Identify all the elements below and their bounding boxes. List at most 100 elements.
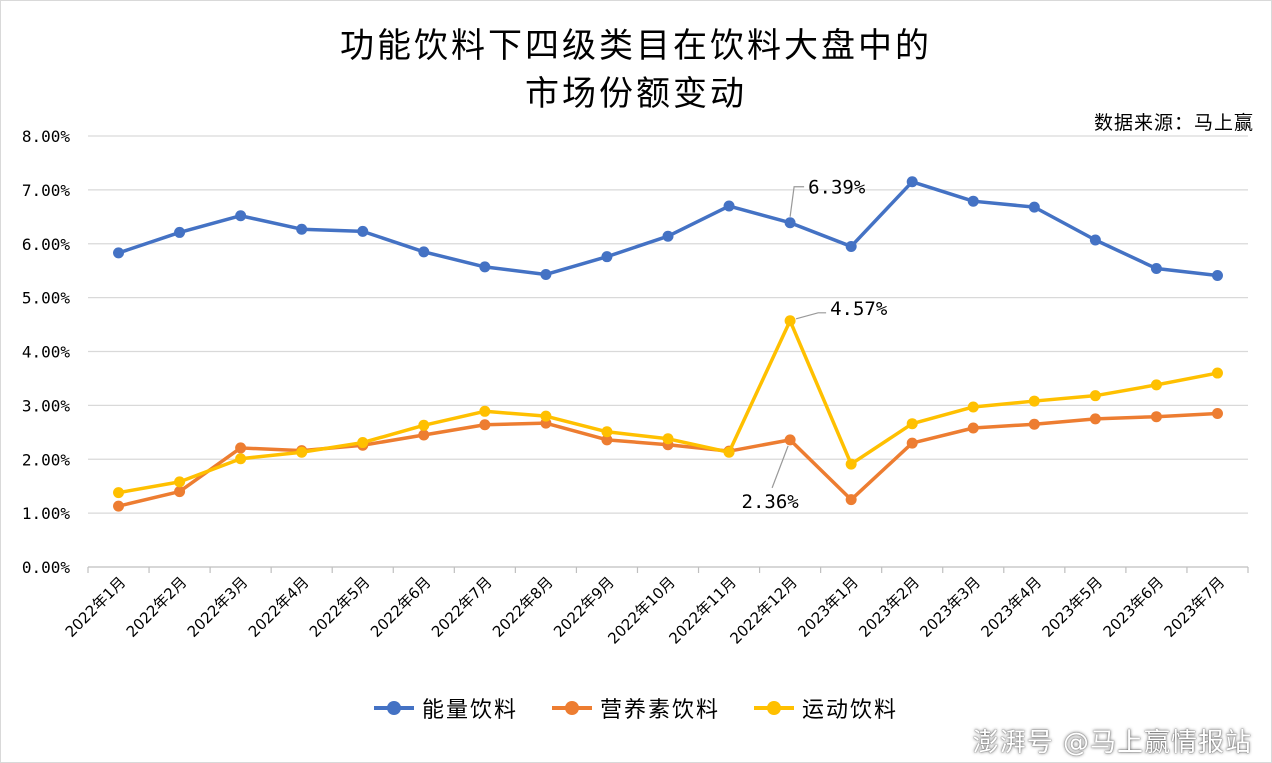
y-tick-label: 7.00% — [22, 181, 71, 200]
data-point-nutrition — [906, 437, 918, 449]
data-point-sports — [967, 401, 979, 413]
legend-marker-energy — [373, 701, 414, 715]
data-point-nutrition — [784, 434, 796, 446]
data-point-nutrition — [479, 419, 491, 431]
data-point-sports — [418, 419, 430, 431]
data-label-sports: 4.57% — [830, 298, 888, 320]
data-point-energy — [723, 200, 735, 212]
data-point-sports — [357, 437, 369, 449]
x-tick-label: 2022年4月 — [245, 573, 313, 641]
data-point-energy — [235, 210, 247, 222]
data-point-energy — [845, 240, 857, 252]
data-point-nutrition — [967, 422, 979, 434]
data-point-sports — [906, 418, 918, 430]
x-tick-label: 2023年4月 — [977, 573, 1045, 641]
x-tick-label: 2022年2月 — [123, 573, 191, 641]
data-point-nutrition — [174, 486, 186, 498]
y-tick-label: 4.00% — [22, 343, 71, 362]
data-point-energy — [967, 195, 979, 207]
watermark: 澎湃号 @马上赢情报站 — [972, 728, 1252, 758]
data-point-nutrition — [235, 442, 247, 454]
y-tick-label: 8.00% — [22, 127, 71, 146]
legend-label-nutrition: 营养素饮料 — [599, 698, 720, 723]
data-point-nutrition — [601, 434, 613, 446]
x-tick-label: 2022年3月 — [184, 573, 252, 641]
x-tick-label: 2022年7月 — [428, 573, 496, 641]
series-line-energy — [117, 180, 1218, 278]
data-point-sports — [601, 426, 613, 438]
x-tick-label: 2022年6月 — [367, 573, 435, 641]
y-tick-label: 5.00% — [22, 289, 71, 308]
chart-title-line-2: 市场份额变动 — [525, 74, 747, 114]
data-point-energy — [601, 251, 613, 263]
x-tick-label: 2023年3月 — [916, 573, 984, 641]
data-point-nutrition — [1089, 413, 1101, 425]
data-point-energy — [113, 247, 125, 259]
legend-item-sports[interactable]: 运动饮料 — [754, 692, 898, 724]
data-point-energy — [418, 246, 430, 258]
data-label-energy: 6.39% — [808, 177, 866, 199]
x-tick-label: 2023年2月 — [855, 573, 923, 641]
data-point-energy — [662, 230, 674, 242]
data-point-sports — [1211, 367, 1223, 379]
legend-label-sports: 运动饮料 — [802, 698, 899, 723]
data-point-energy — [357, 225, 369, 237]
y-tick-label: 3.00% — [22, 396, 71, 415]
data-point-sports — [113, 487, 125, 499]
annotation-leader — [771, 445, 789, 489]
data-point-sports — [296, 446, 308, 458]
annotation-leader — [789, 186, 805, 217]
x-tick-label: 2022年1月 — [62, 573, 130, 641]
data-point-energy — [1028, 201, 1040, 213]
y-tick-label: 6.00% — [22, 235, 71, 254]
data-point-nutrition — [113, 500, 125, 512]
data-point-sports — [479, 405, 491, 417]
data-point-sports — [235, 453, 247, 465]
data-point-sports — [662, 433, 674, 445]
data-point-energy — [784, 217, 796, 229]
data-point-energy — [174, 226, 186, 238]
data-point-nutrition — [845, 494, 857, 506]
annotation-leader — [795, 312, 827, 320]
data-point-sports — [1028, 395, 1040, 407]
data-point-energy — [1150, 263, 1162, 275]
data-point-nutrition — [418, 429, 430, 441]
x-tick-label: 2023年7月 — [1161, 573, 1229, 641]
data-point-sports — [174, 476, 186, 488]
data-point-energy — [296, 223, 308, 235]
legend-label-energy: 能量饮料 — [421, 698, 518, 723]
data-point-energy — [1089, 234, 1101, 246]
data-point-energy — [906, 176, 918, 188]
x-tick-label: 2022年8月 — [489, 573, 557, 641]
data-point-sports — [845, 458, 857, 470]
x-tick-label: 2023年6月 — [1100, 573, 1168, 641]
data-point-sports — [784, 315, 796, 327]
data-point-nutrition — [1150, 411, 1162, 423]
legend: 能量饮料 营养素饮料 运动饮料 — [0, 692, 1272, 724]
chart-title-line-1: 功能饮料下四级类目在饮料大盘中的 — [340, 26, 932, 66]
series-line-sports — [118, 319, 1218, 495]
data-point-sports — [540, 410, 552, 422]
data-point-energy — [1211, 270, 1223, 282]
source-note: 数据来源：马上赢 — [1093, 112, 1254, 134]
data-point-nutrition — [1028, 418, 1040, 430]
legend-item-energy[interactable]: 能量饮料 — [373, 692, 518, 724]
data-point-energy — [479, 261, 491, 273]
y-tick-label: 2.00% — [22, 450, 71, 469]
legend-marker-sports — [754, 701, 794, 715]
x-tick-label: 2023年1月 — [794, 573, 862, 641]
data-point-sports — [1150, 379, 1162, 391]
data-point-sports — [723, 446, 735, 458]
data-point-sports — [1089, 390, 1101, 402]
legend-item-nutrition[interactable]: 营养素饮料 — [551, 692, 720, 724]
x-tick-label: 2023年5月 — [1039, 573, 1107, 641]
chart-title: 功能饮料下四级类目在饮料大盘中的 市场份额变动 — [0, 22, 1272, 118]
data-point-nutrition — [1211, 407, 1223, 419]
x-tick-label: 2022年5月 — [306, 573, 374, 641]
y-tick-label: 0.00% — [22, 558, 71, 577]
y-tick-label: 1.00% — [22, 504, 71, 523]
data-point-energy — [540, 268, 552, 280]
legend-marker-nutrition — [551, 701, 592, 715]
data-label-nutrition: 2.36% — [742, 491, 800, 513]
